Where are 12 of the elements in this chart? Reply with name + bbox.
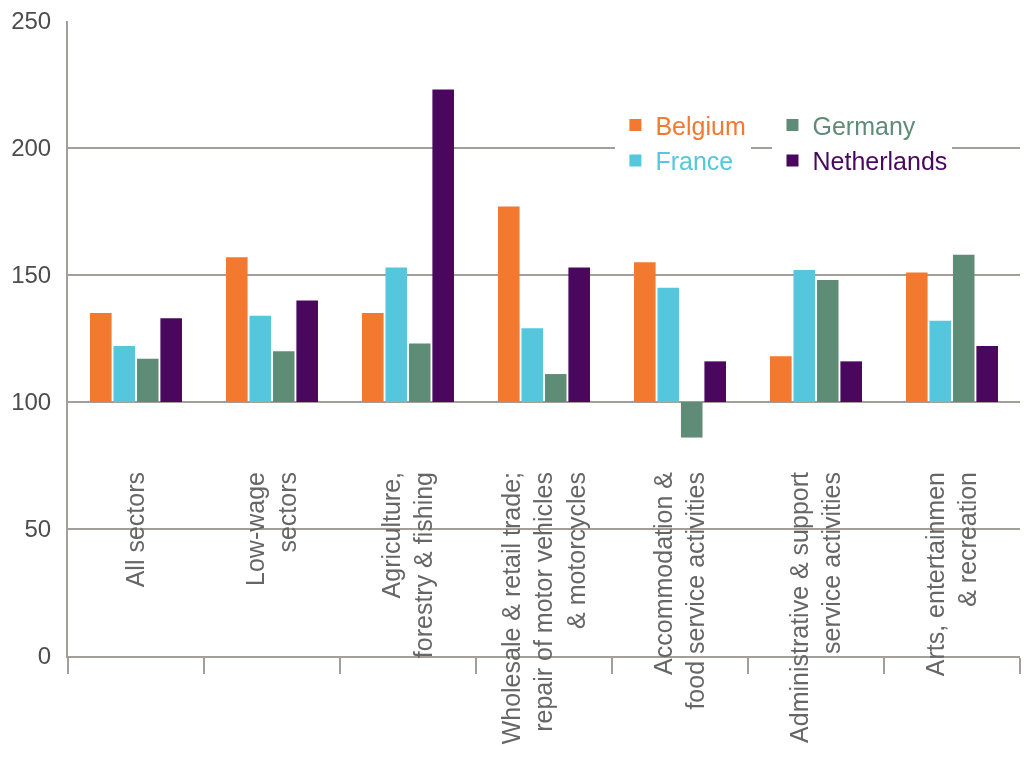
y-tick-label: 200 (11, 134, 52, 162)
x-tick-label: All sectors (121, 472, 150, 588)
y-tick-label: 50 (24, 515, 52, 543)
y-tick-label: 0 (37, 642, 52, 670)
y-tick-label: 250 (11, 7, 52, 35)
y-tick-label: 150 (11, 261, 52, 289)
legend-label: Germany (812, 111, 916, 140)
x-tick-label: Low-wage sectors (240, 472, 302, 586)
legend-label: France (655, 147, 734, 176)
legend-label: Netherlands (812, 147, 948, 176)
legend-label: Belgium (655, 111, 746, 140)
y-tick-label: 100 (11, 388, 52, 416)
